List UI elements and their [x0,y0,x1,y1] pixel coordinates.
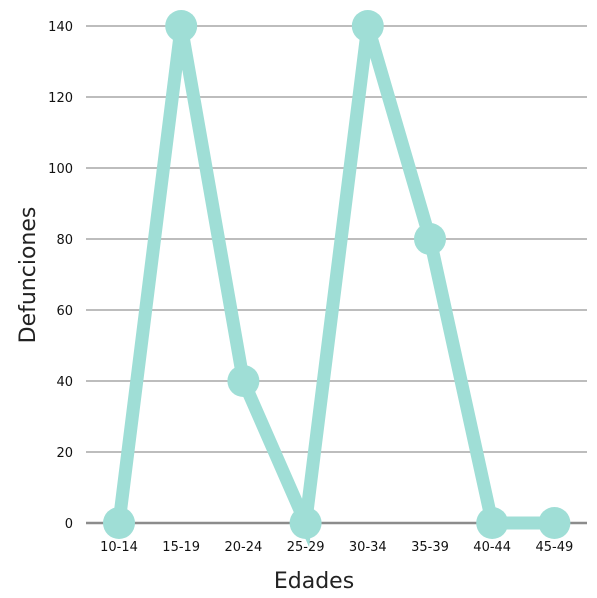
x-axis-title: Edades [274,569,354,594]
y-tick-label: 40 [56,375,73,390]
data-point-40-44 [476,507,509,539]
series-line-group [112,24,555,548]
series-line [112,24,555,548]
y-tick-label: 60 [56,304,73,319]
x-tick-label: 45-49 [536,540,574,555]
x-tick-label: 15-19 [162,540,200,555]
y-tick-label: 20 [56,446,73,461]
x-tick-label: 35-39 [411,540,449,555]
data-point-30-34 [351,10,384,42]
data-point-20-24 [227,365,260,397]
x-tick-label: 30-34 [349,540,387,555]
data-points [103,10,571,539]
data-point-15-19 [165,10,198,42]
data-point-10-14 [103,507,135,539]
x-tick-label: 10-14 [100,540,138,555]
x-axis-ticks: 10-14 15-19 20-24 25-29 30-34 35-39 40-44 45-49 [100,540,573,555]
data-point-25-29 [289,507,322,539]
data-point-45-49 [538,507,571,539]
x-tick-label: 25-29 [287,540,325,555]
y-tick-label: 100 [48,162,73,177]
y-axis-ticks: 0 20 40 60 80 100 120 140 [48,20,73,532]
y-tick-label: 0 [65,517,73,532]
y-axis-title: Defunciones [16,207,41,344]
y-tick-label: 120 [48,91,73,106]
data-point-35-39 [414,223,446,255]
x-tick-label: 40-44 [473,540,511,555]
y-tick-label: 140 [48,20,73,35]
x-tick-label: 20-24 [225,540,263,555]
y-tick-label: 80 [56,233,73,248]
